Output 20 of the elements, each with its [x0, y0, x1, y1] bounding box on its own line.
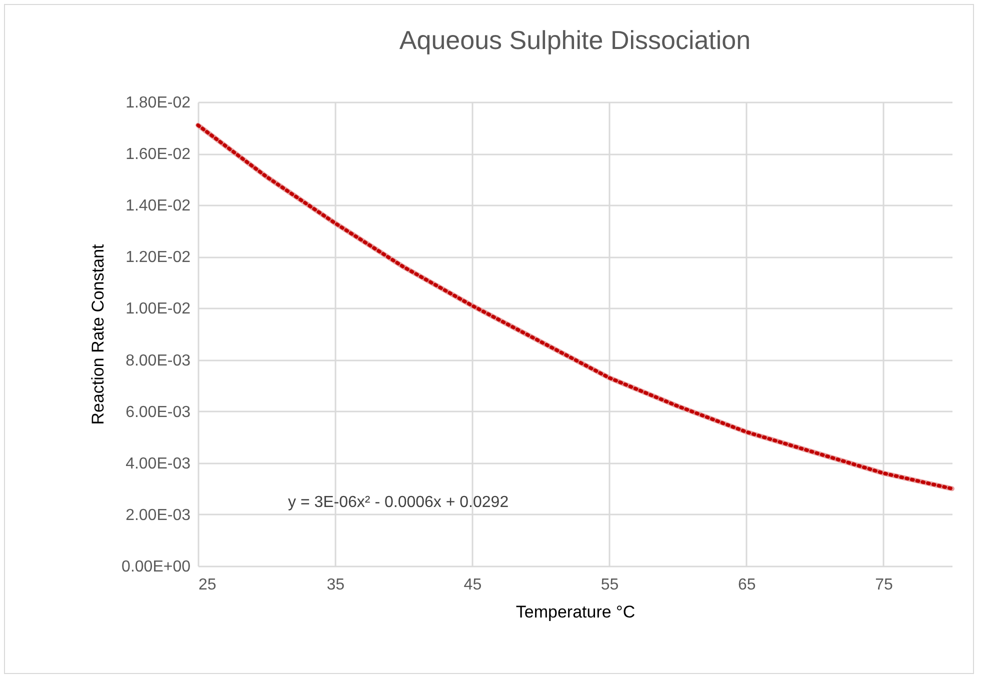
chart-title: Aqueous Sulphite Dissociation: [399, 25, 751, 55]
x-tick-label: 35: [326, 576, 345, 594]
y-tick-label: 1.40E-02: [126, 198, 191, 215]
x-tick-label: 65: [738, 576, 756, 594]
x-axis-title: Temperature °C: [516, 602, 636, 622]
y-tick-label: 8.00E-03: [126, 352, 191, 370]
y-axis-title: Reaction Rate Constant: [88, 244, 108, 425]
y-tick-label: 1.00E-02: [126, 300, 191, 318]
x-tick-label: 75: [875, 576, 893, 594]
y-tick-label: 1.80E-02: [126, 94, 191, 112]
x-tick-label: 45: [464, 576, 482, 594]
annotation: y = 3E-06x² - 0.0006x + 0.0292: [288, 494, 509, 511]
y-tick-label: 4.00E-03: [126, 455, 191, 472]
x-tick-label: 55: [600, 576, 619, 594]
y-tick-label: 0.00E+00: [122, 558, 191, 576]
y-tick-label: 2.00E-03: [126, 506, 191, 524]
y-tick-label: 1.20E-02: [126, 249, 191, 266]
y-tick-label: 6.00E-03: [126, 404, 191, 421]
x-tick-label: 25: [198, 576, 216, 594]
y-tick-label: 1.60E-02: [126, 146, 191, 164]
